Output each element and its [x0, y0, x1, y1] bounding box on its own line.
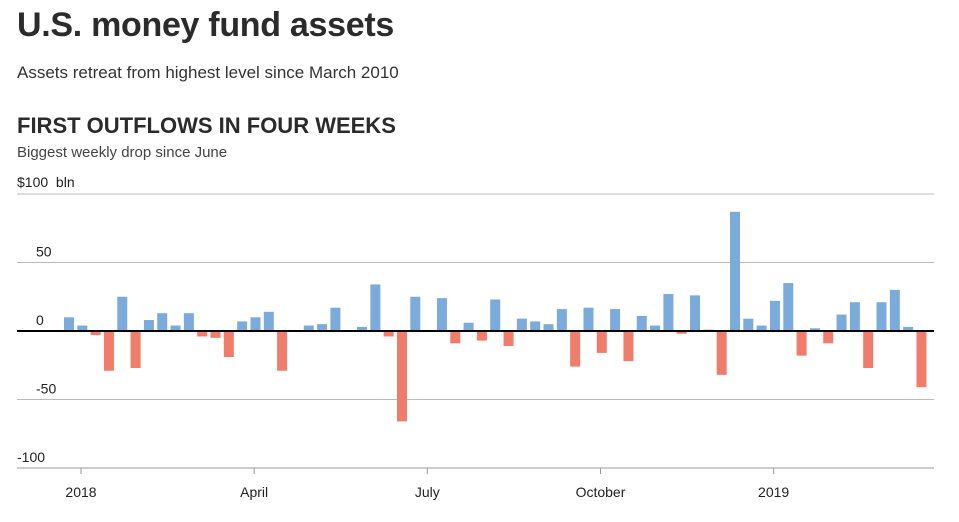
bar-week-24 — [383, 331, 394, 337]
bar-week-10 — [197, 331, 208, 337]
bar-week-2 — [90, 331, 101, 336]
bar-week-7 — [157, 313, 168, 331]
x-tick-label: October — [576, 484, 626, 500]
bar-week-49 — [716, 331, 727, 375]
y-unit-label: $100 bln — [17, 174, 75, 190]
bar-week-47 — [690, 295, 701, 331]
bar-week-29 — [450, 331, 461, 344]
bar-week-34 — [516, 318, 527, 331]
bar-week-61 — [876, 302, 887, 331]
bar-week-53 — [769, 300, 780, 331]
bar-week-14 — [250, 317, 261, 331]
bar-week-9 — [183, 313, 194, 331]
y-tick-label: 0 — [36, 312, 44, 328]
bars — [64, 211, 927, 422]
bar-week-32 — [490, 299, 501, 331]
chart-title: FIRST OUTFLOWS IN FOUR WEEKS — [17, 113, 396, 138]
y-tick-label: -100 — [17, 449, 45, 465]
bar-week-13 — [237, 321, 248, 331]
chart-subtitle: Biggest weekly drop since June — [17, 144, 228, 161]
bar-week-18 — [303, 325, 314, 331]
x-tick-label: 2018 — [65, 484, 96, 500]
bar-week-1 — [77, 325, 88, 331]
bar-week-58 — [836, 314, 847, 331]
bar-week-59 — [849, 302, 860, 331]
bar-week-20 — [330, 307, 341, 331]
bar-week-51 — [743, 318, 754, 331]
bar-week-50 — [730, 211, 740, 331]
bar-week-44 — [650, 325, 661, 331]
bar-week-3 — [103, 331, 114, 371]
bar-week-4 — [117, 296, 128, 331]
x-tick-label: July — [415, 484, 440, 500]
bar-week-0 — [64, 317, 74, 331]
bar-week-22 — [357, 326, 368, 331]
x-tick-label: 2019 — [758, 484, 789, 500]
bar-week-55 — [796, 331, 807, 356]
bar-week-8 — [170, 325, 181, 331]
bar-week-62 — [889, 289, 900, 331]
bar-week-31 — [476, 331, 487, 341]
bar-week-26 — [410, 296, 421, 331]
bar-week-16 — [277, 331, 288, 371]
bar-week-56 — [809, 328, 820, 331]
bar-week-15 — [263, 311, 274, 331]
bar-week-37 — [556, 309, 567, 331]
bar-week-28 — [436, 298, 447, 331]
bar-week-39 — [583, 307, 594, 331]
bar-week-60 — [863, 331, 874, 368]
bar-week-33 — [503, 331, 514, 347]
page-title: U.S. money fund assets — [17, 6, 394, 44]
bar-week-40 — [596, 331, 607, 353]
bar-week-6 — [143, 320, 154, 331]
x-tick-label: April — [240, 484, 268, 500]
bar-week-30 — [463, 322, 474, 331]
bar-week-38 — [570, 331, 581, 367]
axes: 50 0 -50 -100 2018 April July October 2019 — [17, 244, 934, 500]
bar-week-63 — [903, 326, 914, 331]
bar-week-25 — [397, 331, 407, 422]
bar-week-43 — [636, 315, 647, 331]
bar-week-11 — [210, 331, 221, 338]
bar-week-52 — [756, 325, 767, 331]
y-tick-label: 50 — [36, 244, 52, 260]
bar-week-12 — [223, 331, 234, 358]
bar-week-35 — [530, 321, 541, 331]
bar-week-54 — [783, 283, 794, 331]
bar-week-23 — [370, 284, 381, 331]
bar-week-36 — [543, 324, 554, 331]
bar-week-42 — [623, 331, 634, 362]
bar-week-41 — [610, 309, 621, 331]
bar-week-46 — [676, 331, 687, 334]
bar-week-57 — [823, 331, 834, 344]
bar-week-5 — [130, 331, 141, 368]
page-subtitle: Assets retreat from highest level since … — [17, 63, 399, 82]
bar-week-45 — [663, 294, 674, 331]
bar-week-19 — [317, 324, 328, 331]
y-tick-label: -50 — [36, 381, 56, 397]
bar-week-64 — [916, 331, 927, 388]
